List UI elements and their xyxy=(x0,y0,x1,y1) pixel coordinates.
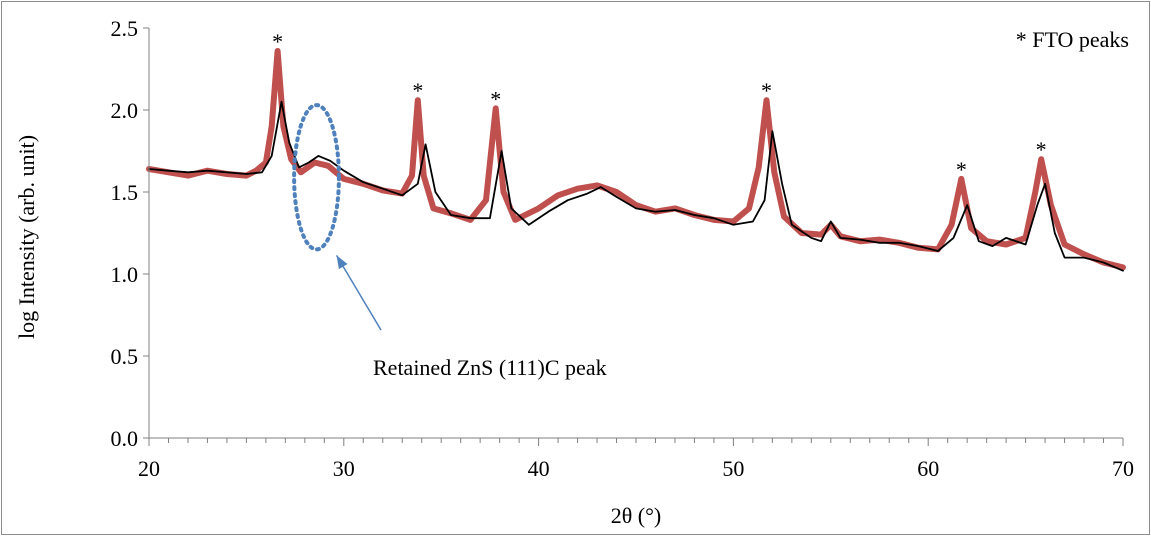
annotation-arrow-line xyxy=(335,255,382,331)
x-tick-label: 30 xyxy=(333,456,355,481)
fto-peak-marker: * xyxy=(412,78,423,103)
series-line-0 xyxy=(146,48,1126,271)
annotation-arrowhead xyxy=(336,255,348,270)
x-tick-label: 70 xyxy=(1112,456,1134,481)
fto-peak-marker: * xyxy=(272,29,283,54)
y-tick-label: 1.5 xyxy=(111,180,139,205)
x-tick-label: 40 xyxy=(528,456,550,481)
fto-peak-marker: * xyxy=(761,78,772,103)
y-axis-title: log Intensity (arb. unit) xyxy=(14,135,39,339)
x-tick-label: 60 xyxy=(917,456,939,481)
y-tick-label: 0.0 xyxy=(111,426,139,451)
y-tick-label: 2.0 xyxy=(111,98,139,123)
legend-text: * FTO peaks xyxy=(1016,27,1129,52)
annotation-label: Retained ZnS (111)C peak xyxy=(373,355,607,380)
x-axis-title: 2θ (°) xyxy=(611,503,662,528)
x-tick-label: 50 xyxy=(722,456,744,481)
fto-peak-marker: * xyxy=(956,157,967,182)
y-tick-label: 1.0 xyxy=(111,262,139,287)
series-line-1 xyxy=(148,100,1124,272)
fto-peak-marker: * xyxy=(490,86,501,111)
plot-annotations: * * * * * * xyxy=(272,29,1047,331)
y-tick-label: 2.5 xyxy=(111,16,139,41)
plot-series xyxy=(146,48,1126,272)
zns-peak-ellipse xyxy=(292,103,341,252)
plot-axes: 20 30 40 50 60 70 0.0 0.5 1.0 1.5 2.0 2.5 xyxy=(111,16,1135,481)
x-tick-label: 20 xyxy=(138,456,160,481)
y-tick-label: 0.5 xyxy=(111,344,139,369)
fto-peak-marker: * xyxy=(1036,137,1047,162)
